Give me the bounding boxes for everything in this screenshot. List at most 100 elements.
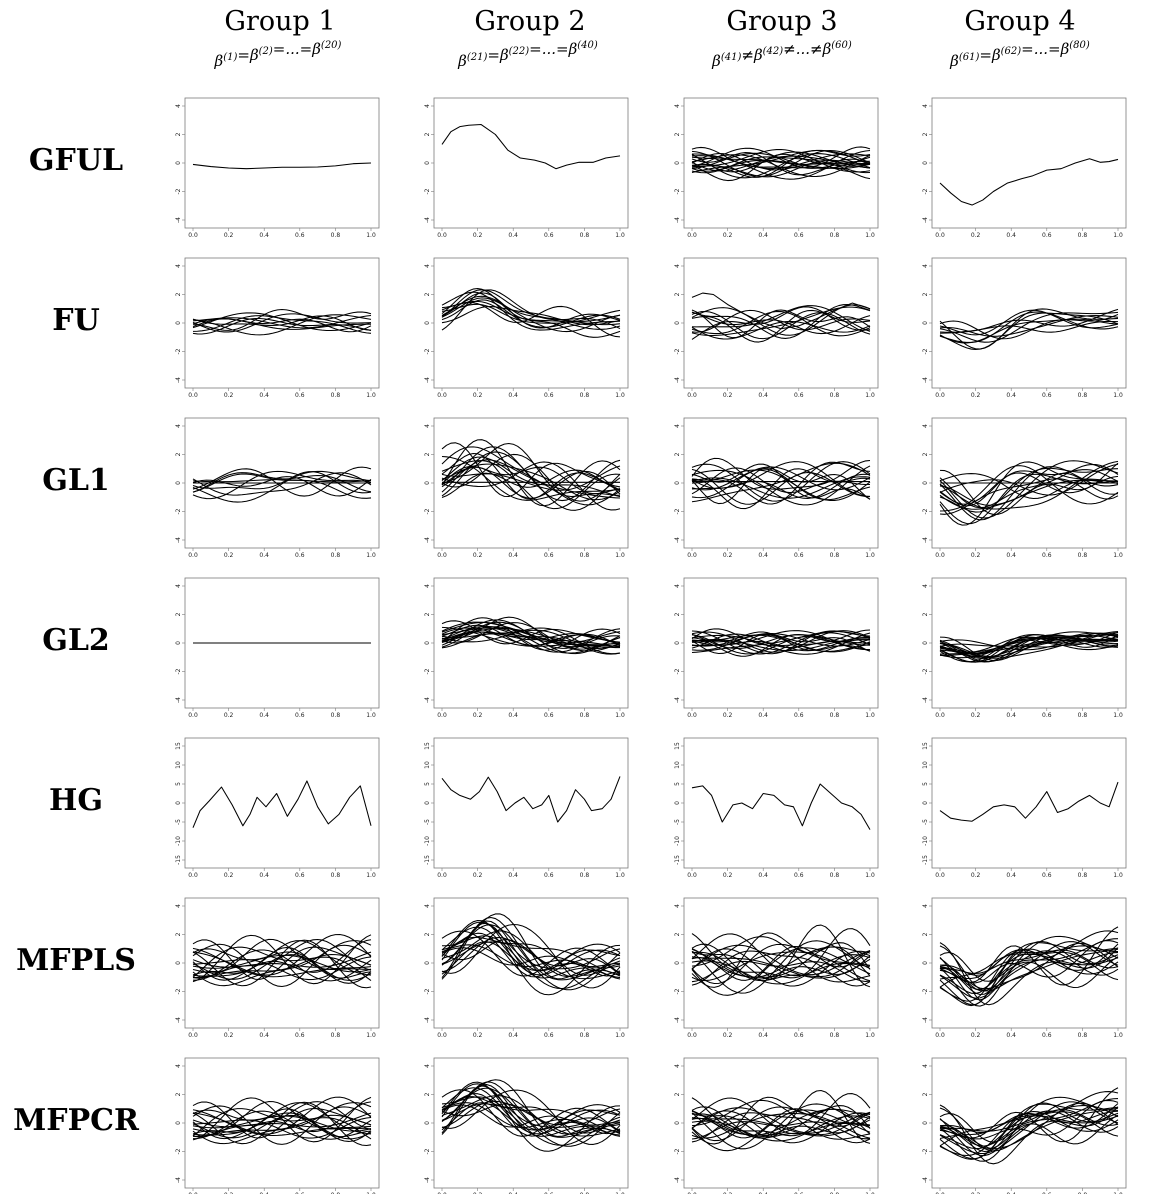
panel-frame <box>683 737 879 869</box>
x-tick-label: 0.8 <box>580 1032 590 1039</box>
x-tick-label: 0.6 <box>295 872 305 879</box>
y-tick-label: 2 <box>674 932 681 936</box>
coefficient-curve <box>691 306 871 340</box>
coefficient-curve <box>691 633 871 650</box>
x-tick-label: 0.6 <box>1042 1032 1052 1039</box>
curve-group <box>441 616 621 655</box>
coefficient-curve <box>939 467 1119 513</box>
y-tick-label: 2 <box>175 132 182 136</box>
coefficient-curve <box>691 1106 871 1138</box>
coefficient-curve <box>441 920 621 977</box>
x-tick-label: 0.6 <box>544 1032 554 1039</box>
y-tick-label: 4 <box>922 904 929 908</box>
y-tick-label: -4 <box>674 217 681 223</box>
coefficient-curve <box>441 620 621 645</box>
y-tick-label: -2 <box>424 508 431 514</box>
coefficient-curve <box>192 476 372 497</box>
coefficient-curve <box>441 297 621 326</box>
x-tick-label: 0.8 <box>331 712 341 719</box>
x-tick-label: 0.2 <box>971 1032 981 1039</box>
coefficient-curve <box>192 472 372 493</box>
x-tick-label: 1.0 <box>366 392 376 399</box>
x-tick-label: 0.0 <box>935 552 945 559</box>
x-tick-label: 0.2 <box>723 872 733 879</box>
coefficient-curve <box>441 456 621 498</box>
x-tick-label: 1.0 <box>865 1032 875 1039</box>
y-tick-label: -15 <box>424 855 431 865</box>
y-tick-label: 0 <box>922 961 929 965</box>
y-tick-label: -2 <box>922 1148 929 1154</box>
x-tick-label: 0.4 <box>758 232 768 239</box>
x-tick-label: 0.2 <box>971 712 981 719</box>
y-tick-label: 0 <box>922 1121 929 1125</box>
y-tick-label: 2 <box>922 612 929 616</box>
coefficient-curve <box>939 941 1119 999</box>
coefficient-curve <box>192 472 372 496</box>
panel-frame <box>683 97 879 229</box>
x-tick-label: 0.4 <box>508 552 518 559</box>
curve-group <box>192 466 372 503</box>
x-tick-label: 0.0 <box>687 392 697 399</box>
panel-gful-group-2: 0.0 0.2 0.4 0.6 0.8 1.0 -4 -2 0 2 4 <box>424 97 629 239</box>
y-tick-label: -4 <box>175 377 182 383</box>
x-tick-label: 0.2 <box>224 392 234 399</box>
y-tick-label: -2 <box>922 348 929 354</box>
panel-gl1-group-1: 0.0 0.2 0.4 0.6 0.8 1.0 -4 -2 0 2 4 <box>175 417 380 559</box>
y-tick-label: 2 <box>922 932 929 936</box>
panel-frame <box>931 97 1127 229</box>
coefficient-curve <box>939 948 1119 1006</box>
x-tick-label: 0.8 <box>830 392 840 399</box>
panel-mfpls-group-3: 0.0 0.2 0.4 0.6 0.8 1.0 -4 -2 0 2 4 <box>674 897 879 1039</box>
coefficient-curve <box>192 954 372 973</box>
x-tick-label: 0.0 <box>188 232 198 239</box>
y-tick-label: 0 <box>922 321 929 325</box>
x-tick-label: 0.6 <box>544 872 554 879</box>
x-tick-label: 0.2 <box>473 872 483 879</box>
x-tick-label: 0.4 <box>508 712 518 719</box>
y-tick-label: 5 <box>922 782 929 786</box>
coefficient-curve <box>939 942 1119 1006</box>
coefficient-curve <box>441 1096 621 1146</box>
y-tick-label: 2 <box>674 612 681 616</box>
x-tick-label: 0.0 <box>935 712 945 719</box>
coefficient-curve <box>441 923 621 989</box>
y-tick-label: -2 <box>175 188 182 194</box>
x-tick-label: 0.0 <box>935 232 945 239</box>
panel-gl2-group-1: 0.0 0.2 0.4 0.6 0.8 1.0 -4 -2 0 2 4 <box>175 577 380 719</box>
y-tick-label: -4 <box>674 377 681 383</box>
coefficient-curve <box>441 461 621 511</box>
x-tick-label: 0.0 <box>188 872 198 879</box>
coefficient-curve <box>192 939 372 980</box>
curve-group <box>939 926 1119 1007</box>
coefficient-curve <box>691 932 871 988</box>
coefficient-curve <box>691 951 871 982</box>
x-tick-label: 0.6 <box>544 552 554 559</box>
coefficient-curve <box>939 315 1119 337</box>
coefficient-curve <box>939 460 1119 519</box>
x-tick-label: 0.0 <box>188 712 198 719</box>
y-tick-label: -2 <box>674 188 681 194</box>
x-tick-label: 1.0 <box>1113 232 1123 239</box>
x-tick-label: 0.0 <box>687 872 697 879</box>
coefficient-curve <box>192 780 372 828</box>
y-tick-label: -4 <box>424 537 431 543</box>
coefficient-curve <box>939 1109 1119 1132</box>
coefficient-curve <box>192 318 372 330</box>
panel-mfpcr-group-4: 0.0 0.2 0.4 0.6 0.8 1.0 -4 -2 0 2 4 <box>922 1057 1127 1194</box>
panel-hg-group-2: 0.0 0.2 0.4 0.6 0.8 1.0 -15 -10 -5 0 5 10 15 <box>424 737 629 879</box>
y-tick-label: 2 <box>922 292 929 296</box>
method-label-mfpcr: MFPCR <box>13 1103 140 1138</box>
coefficient-curve <box>441 451 621 511</box>
x-tick-label: 1.0 <box>1113 872 1123 879</box>
x-tick-label: 0.4 <box>259 712 269 719</box>
x-tick-label: 0.4 <box>758 1192 768 1194</box>
coefficient-curve <box>691 628 871 647</box>
curve-group <box>192 934 372 989</box>
y-tick-label: -4 <box>674 1177 681 1183</box>
group-1-title: Group 1 <box>224 6 335 37</box>
y-tick-label: 0 <box>175 801 182 805</box>
method-label-gl1: GL1 <box>42 463 110 498</box>
y-tick-label: 4 <box>175 424 182 428</box>
method-label-fu: FU <box>52 303 99 338</box>
x-tick-label: 0.6 <box>1042 712 1052 719</box>
